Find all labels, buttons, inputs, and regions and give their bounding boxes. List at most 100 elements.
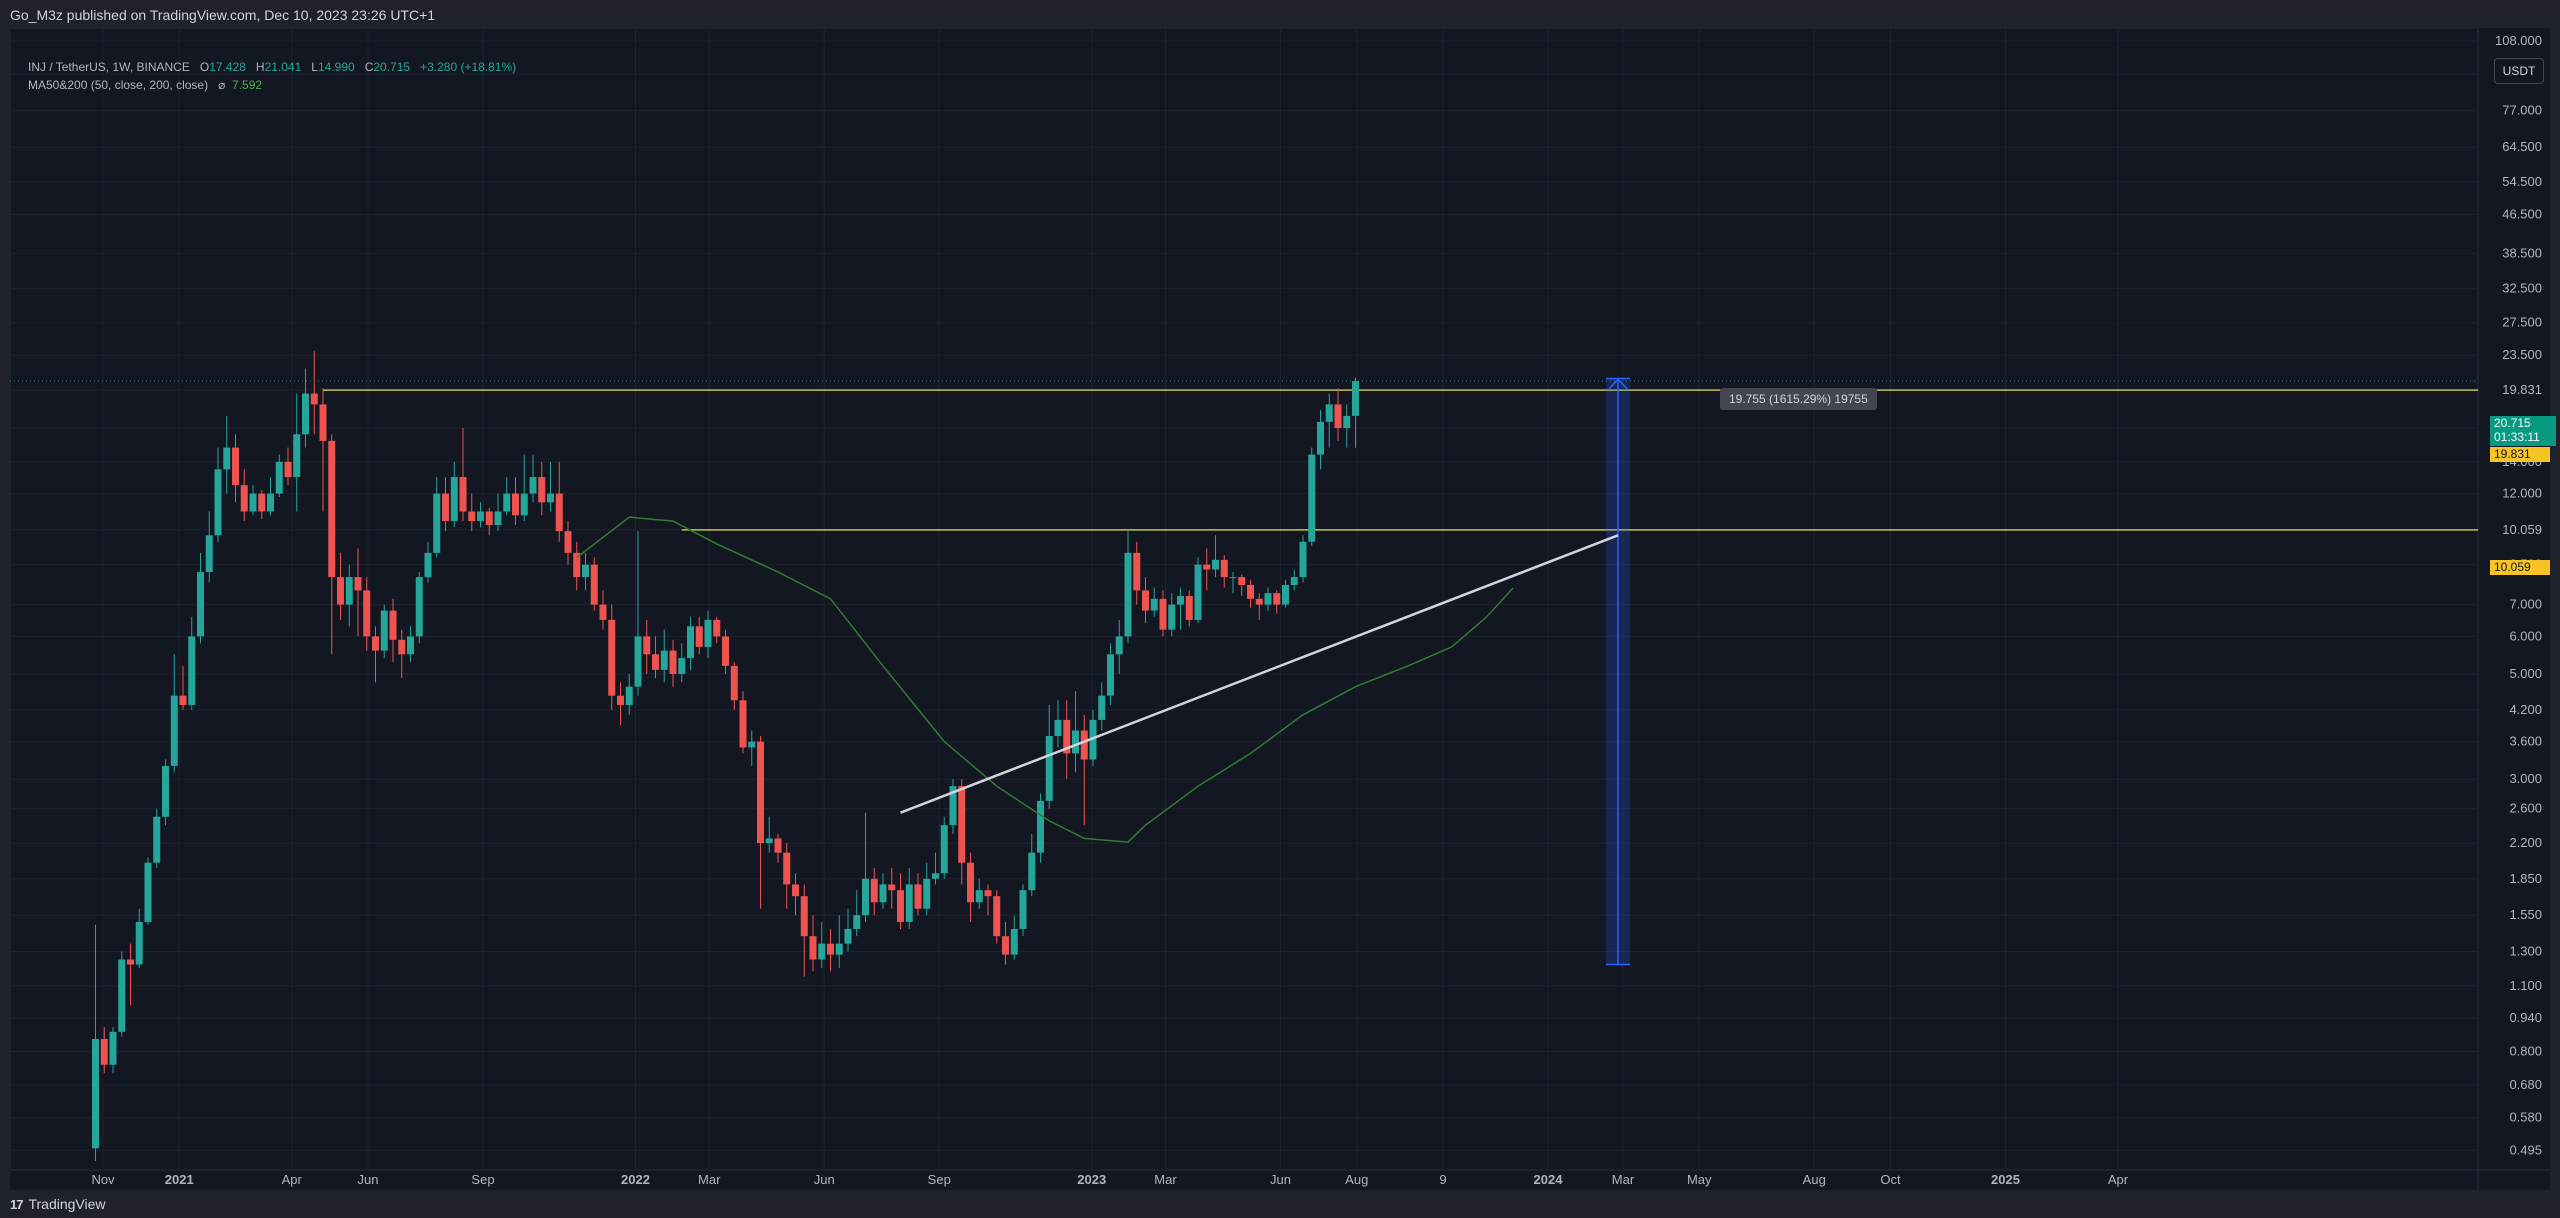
candle-body — [1282, 584, 1289, 605]
open-value: 17.428 — [209, 60, 246, 74]
time-tick-label: 2024 — [1534, 1172, 1564, 1187]
price-tick-label: 0.580 — [2509, 1110, 2542, 1125]
candle-body — [319, 404, 327, 441]
high-label: H — [255, 60, 265, 74]
candle-body — [170, 695, 178, 766]
symbol-label[interactable]: INJ / TetherUS, 1W, BINANCE — [28, 60, 190, 74]
publisher-bar: Go_M3z published on TradingView.com, Dec… — [0, 0, 2560, 28]
candle-body — [433, 493, 441, 553]
brand-name: TradingView — [28, 1196, 106, 1212]
price-tick-label: 1.100 — [2509, 978, 2542, 993]
time-tick-label: Mar — [698, 1172, 721, 1187]
level-tag-lower: 10.059 — [2490, 560, 2550, 575]
candle-body — [748, 741, 756, 748]
ma-value: 7.592 — [232, 78, 263, 92]
chart-frame[interactable]: 108.00092.00077.00064.50054.50046.50038.… — [10, 28, 2556, 1208]
candle-body — [538, 477, 546, 503]
candle-body — [643, 636, 651, 655]
candle-body — [249, 493, 257, 512]
candle-body — [275, 461, 283, 494]
candle-body — [1124, 552, 1132, 637]
change-value: +3.280 (+18.81%) — [420, 60, 517, 74]
candle-body — [1247, 584, 1254, 599]
ma-label[interactable]: MA50&200 (50, close, 200, close) — [28, 78, 209, 92]
ohlc-legend[interactable]: INJ / TetherUS, 1W, BINANCE O17.428 H21.… — [28, 60, 516, 74]
price-tick-label: 77.000 — [2502, 103, 2542, 118]
price-tick-label: 5.000 — [2509, 666, 2542, 681]
high-value: 21.041 — [264, 60, 302, 74]
price-tick-label: 54.500 — [2502, 174, 2542, 189]
time-tick-label: Aug — [1345, 1172, 1368, 1187]
candle-body — [127, 959, 134, 965]
candle-body — [1212, 559, 1219, 570]
candle-body — [827, 943, 834, 955]
time-tick-label: Apr — [2108, 1172, 2129, 1187]
candle-body — [372, 636, 379, 651]
candle-body — [695, 626, 703, 647]
candle-body — [293, 434, 301, 478]
time-tick-label: Aug — [1803, 1172, 1826, 1187]
candle-body — [599, 604, 607, 620]
price-tick-label: 4.200 — [2509, 702, 2542, 717]
price-tick-label: 19.831 — [2502, 382, 2542, 397]
candle-body — [862, 878, 869, 916]
candle-body — [669, 650, 677, 674]
ma-line — [576, 516, 1514, 843]
candle-body — [1255, 598, 1263, 605]
candle-body — [354, 577, 362, 591]
candles — [92, 350, 1359, 1162]
ma-legend[interactable]: MA50&200 (50, close, 200, close) ⌀ 7.592 — [28, 78, 262, 92]
candle-body — [870, 878, 878, 903]
close-value: 20.715 — [373, 60, 411, 74]
candle-body — [713, 619, 721, 637]
candle-body — [1168, 604, 1176, 630]
candle-body — [197, 572, 204, 637]
candle-body — [337, 577, 344, 605]
candle-body — [398, 639, 406, 655]
candle-body — [92, 1038, 99, 1149]
candle-body — [1273, 593, 1281, 605]
candle-body — [555, 493, 563, 532]
price-tick-label: 7.000 — [2509, 597, 2542, 612]
candle-body — [932, 873, 939, 879]
time-tick-label: Jun — [358, 1172, 379, 1187]
candle-body — [485, 511, 493, 526]
price-tick-label: 27.500 — [2502, 315, 2542, 330]
candle-body — [975, 890, 983, 903]
bar-countdown: 01:33:11 — [2494, 430, 2540, 444]
candle-body — [835, 943, 843, 955]
candle-body — [958, 786, 966, 863]
tradingview-icon: 17 — [10, 1196, 24, 1212]
candle-body — [818, 943, 826, 960]
candle-body — [967, 862, 974, 903]
time-tick-label: 2022 — [621, 1172, 650, 1187]
tradingview-logo[interactable]: 17 TradingView — [10, 1196, 106, 1212]
grid — [10, 28, 2478, 1170]
candle-body — [1028, 852, 1036, 891]
candle-body — [1037, 800, 1044, 853]
candle-body — [512, 493, 519, 516]
candle-body — [442, 493, 449, 522]
candle-body — [1089, 719, 1097, 760]
candle-body — [1150, 598, 1158, 611]
candle-body — [188, 636, 196, 706]
candle-body — [1072, 730, 1079, 754]
candle-body — [809, 936, 817, 960]
time-tick-label: 2025 — [1991, 1172, 2020, 1187]
price-tick-label: 3.000 — [2509, 771, 2542, 786]
candle-body — [302, 393, 309, 435]
candle-body — [389, 610, 397, 640]
candle-body — [363, 590, 371, 637]
candle-body — [468, 511, 476, 522]
candle-body — [520, 493, 528, 516]
candle-body — [162, 765, 169, 817]
chart-canvas[interactable]: 108.00092.00077.00064.50054.50046.50038.… — [10, 28, 2550, 1190]
candle-body — [179, 695, 187, 706]
last-price-tag: 20.715 01:33:11 — [2490, 416, 2556, 446]
candle-body — [267, 493, 274, 512]
currency-unit-button[interactable]: USDT — [2494, 58, 2544, 84]
close-label: C — [364, 60, 374, 74]
plot-area — [10, 28, 2479, 1171]
candle-body — [415, 577, 423, 637]
candle-body — [345, 577, 353, 605]
